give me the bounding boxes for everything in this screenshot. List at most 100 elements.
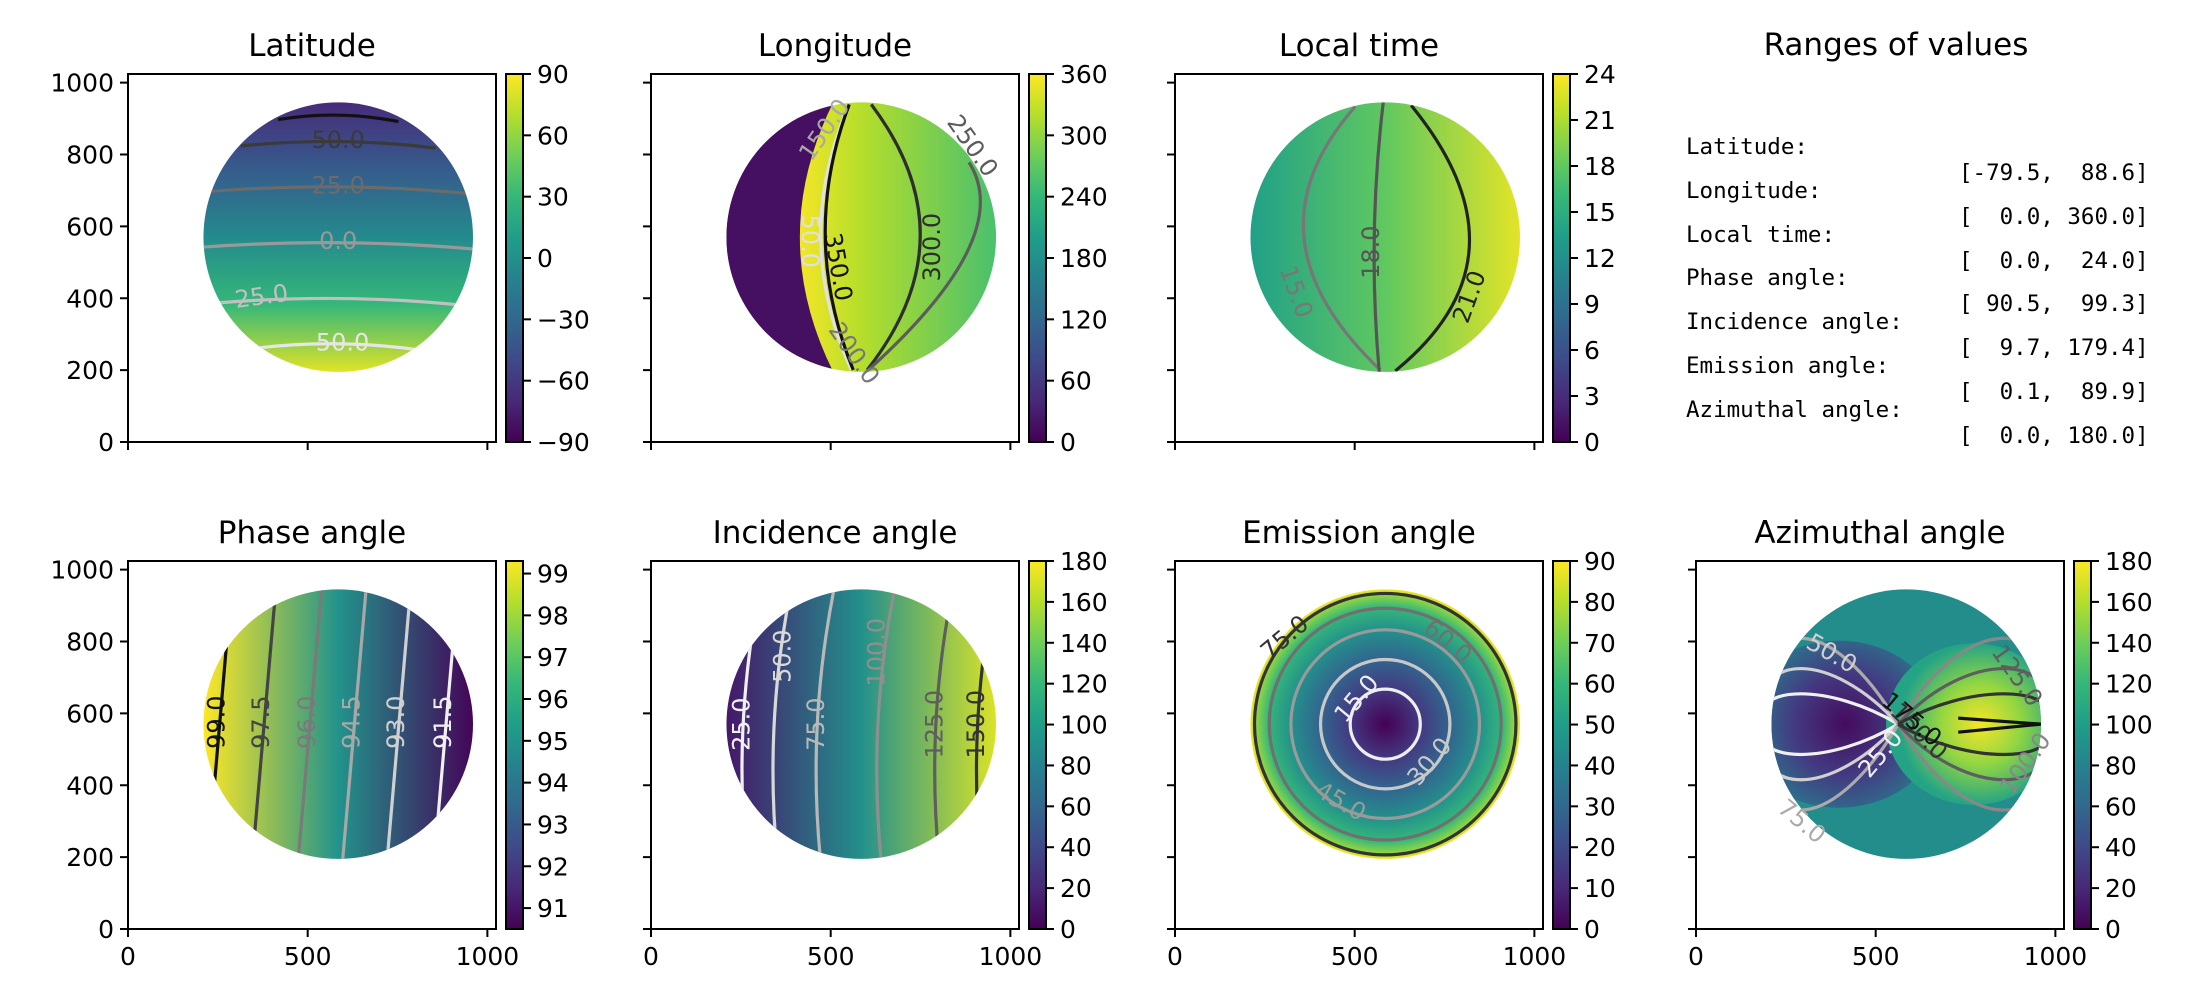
subplot-title: Phase angle (218, 515, 406, 551)
colorbar-scale (505, 560, 524, 930)
contour-line (1289, 628, 1482, 821)
field-fill (1250, 589, 1520, 859)
range-row-latitude: Latitude: [-79.5, 88.6] (1686, 108, 2149, 212)
y-tick-label: 0 (98, 428, 114, 457)
field-lobe-high (1886, 643, 2041, 806)
ranges-of-values-panel: Ranges of values Latitude: [-79.5, 88.6]… (1686, 0, 2186, 449)
contour-line (933, 589, 955, 859)
range-row-longitude: Longitude: [ 0.0, 360.0] (1686, 152, 2149, 256)
axes-frame (127, 560, 497, 930)
x-tick-label: 500 (807, 942, 855, 971)
disk-image (726, 589, 996, 859)
contour-line (1771, 692, 1900, 756)
contour-line (823, 103, 855, 371)
colorbar-tick-label: 100 (2105, 711, 2153, 740)
range-row-local-time: Local time: [ 0.0, 24.0] (1686, 196, 2149, 300)
contour-label: -50.0 (307, 328, 369, 356)
colorbar-scale (505, 73, 524, 443)
subplot-title: Latitude (248, 28, 376, 64)
range-row-azimuthal-angle: Azimuthal angle: [ 0.0, 180.0] (1686, 371, 2149, 475)
contour-labels: 91.5 93.0 94.5 96.0 97.5 99.0 (203, 695, 457, 748)
colorbar-tick-label: 60 (1060, 792, 1092, 821)
y-tick-label: 800 (66, 141, 114, 170)
colorbar-scale (1552, 73, 1571, 443)
colorbar-tick-label: 30 (1584, 792, 1616, 821)
colorbar-tick-label: 60 (1060, 367, 1092, 396)
colorbar-tick-label: 50 (1584, 711, 1616, 740)
range-label: Incidence angle: (1686, 309, 1903, 335)
range-value: [ 90.5, 99.3] (1959, 291, 2149, 317)
colorbar-tick-label: 3 (1584, 382, 1600, 411)
colorbar-tick-label: 95 (537, 727, 569, 756)
colorbar-tick-label: −30 (537, 305, 590, 334)
disk-image (1250, 102, 1520, 372)
x-tick-label: 1000 (1503, 942, 1567, 971)
y-tick-label: 400 (66, 771, 114, 800)
colorbar-tick-label: 0 (2105, 915, 2121, 944)
x-tick-label: 0 (120, 942, 136, 971)
colorbar: 360 300 240 180 120 60 0 (1028, 60, 1108, 457)
colorbar-tick-label: 140 (2105, 629, 2153, 658)
colorbar-tick-label: 40 (2105, 833, 2137, 862)
subplot-title: Azimuthal angle (1754, 515, 2005, 551)
subplot-title: Emission angle (1242, 515, 1476, 551)
colorbar-tick-label: 120 (2105, 670, 2153, 699)
range-value: [ 0.0, 360.0] (1959, 204, 2149, 230)
x-tick-label: 500 (1852, 942, 1900, 971)
subplot-title: Local time (1279, 28, 1439, 64)
contour-label: 93.0 (382, 695, 410, 748)
contour-line (1267, 606, 1503, 842)
range-value: [ 0.0, 180.0] (1959, 423, 2149, 449)
colorbar-tick-label: 90 (537, 60, 569, 89)
y-tick-label: 0 (98, 915, 114, 944)
colorbar-tick-label: 20 (1060, 874, 1092, 903)
colorbar-tick-label: 9 (1584, 290, 1600, 319)
colorbar-tick-label: 20 (1584, 833, 1616, 862)
colorbar-tick-label: 0 (537, 244, 553, 273)
x-tick-label: 1000 (456, 942, 520, 971)
colorbar: 99 98 97 96 95 94 93 92 91 (505, 560, 569, 930)
axes-frame (650, 73, 1020, 443)
contour-label: 125.0 (920, 690, 948, 759)
contour-lines (819, 103, 982, 372)
contour-line (875, 589, 897, 859)
contour-line (866, 161, 982, 372)
subplot-title: Longitude (758, 28, 912, 64)
contour-line (819, 103, 853, 371)
range-row-incidence-angle: Incidence angle: [ 9.7, 179.4] (1686, 283, 2149, 387)
colorbar-tick-label: 80 (1060, 751, 1092, 780)
contour-line (1348, 687, 1422, 761)
contour-label: 50.0 (796, 214, 824, 267)
contour-label: 99.0 (203, 695, 231, 748)
contour-line (1394, 104, 1472, 372)
range-label: Local time: (1686, 222, 1836, 248)
disk-image (203, 102, 473, 372)
colorbar-tick-label: 30 (537, 183, 569, 212)
contour-line (1897, 667, 2041, 782)
contour-line (865, 103, 922, 371)
contour-lines (1301, 102, 1472, 372)
x-tick-label: 500 (284, 942, 332, 971)
contour-label: 94.5 (337, 695, 365, 748)
colorbar-tick-label: 94 (537, 769, 569, 798)
contour-lines (1252, 591, 1518, 857)
range-label: Latitude: (1686, 134, 1808, 160)
colorbar-tick-label: 0 (1060, 915, 1076, 944)
contour-label: 100.0 (862, 618, 890, 687)
x-tick-label: 1000 (2024, 942, 2088, 971)
x-tick-label: 0 (1688, 942, 1704, 971)
colorbar-tick-label: 24 (1584, 60, 1616, 89)
contour-line (210, 185, 466, 195)
x-tick-label: 500 (1331, 942, 1379, 971)
y-tick-label: 1000 (50, 69, 114, 98)
contour-line (1252, 591, 1518, 857)
colorbar-scale (2073, 560, 2092, 930)
field-lobe-low (1771, 640, 1940, 808)
colorbar-tick-label: 360 (1060, 60, 1108, 89)
x-tick-label: 0 (1167, 942, 1183, 971)
contour-label: 18.0 (1357, 225, 1385, 278)
disk-image (1250, 589, 1520, 859)
